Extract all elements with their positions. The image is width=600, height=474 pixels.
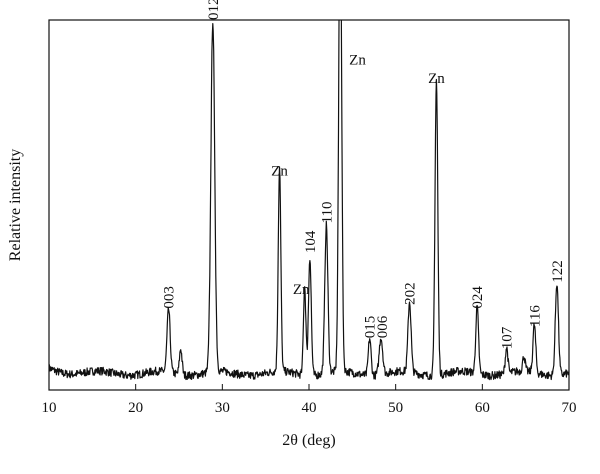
peak-label: 116 [527,305,543,327]
x-tick-label: 20 [128,400,143,416]
peak-label: Zn [428,71,445,87]
x-tick-label: 10 [42,400,57,416]
x-axis-label: 2θ (deg) [282,432,335,449]
peak-label: 015 [363,316,379,339]
peak-label: 107 [500,326,516,349]
peak-label: 122 [550,260,566,283]
plot-frame [48,19,570,391]
peak-label: Zn [271,163,288,179]
diffraction-pattern-line [49,20,569,381]
x-tick-label: 40 [302,400,317,416]
peak-label: Zn [293,282,310,298]
x-tick-label: 70 [562,400,577,416]
x-tick-label: 30 [215,400,230,416]
y-axis-label: Relative intensity [7,149,24,261]
peak-label: 110 [319,202,335,224]
peak-label: 202 [403,282,419,305]
peak-label: 012 [206,0,222,20]
x-tick-label: 50 [388,400,403,416]
peak-label: 006 [375,315,391,338]
x-axis-ticks [48,384,570,390]
peak-label: 104 [303,230,319,253]
peak-label: 003 [162,286,178,309]
x-axis-tick-labels: 10 20 30 40 50 60 70 [42,400,577,416]
peak-label: Zn [349,52,366,68]
peak-label: 024 [470,286,486,309]
x-tick-label: 60 [475,400,490,416]
